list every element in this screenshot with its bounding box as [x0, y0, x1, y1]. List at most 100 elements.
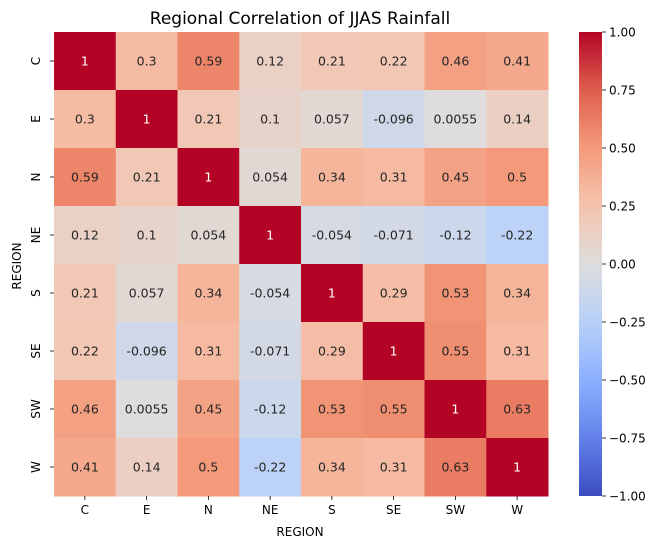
heatmap-cell [486, 206, 549, 265]
heatmap-cell [424, 32, 487, 91]
colorbar-tick-label: −1.00 [609, 490, 646, 504]
heatmap-cell [115, 380, 178, 439]
heatmap-cells: 1 0.3 0.59 0.12 0.21 0.22 0.46 0.410.3 1 0.21 0.1 0… [54, 32, 549, 497]
y-axis-label: REGION [10, 242, 24, 289]
cell-value-label: 0.5 [507, 170, 527, 185]
heatmap-cell [486, 148, 549, 207]
colorbar-tick-label: −0.25 [609, 316, 646, 330]
heatmap-cell [115, 264, 178, 323]
y-tick-label: SW [29, 399, 43, 419]
cell-value-label: 1 [451, 402, 459, 417]
x-axis-label: REGION [276, 525, 323, 539]
cell-value-label: 0.34 [194, 286, 222, 301]
cell-value-label: 0.21 [318, 54, 346, 69]
heatmap-cell [486, 438, 549, 497]
cell-value-label: 0.31 [194, 344, 222, 359]
heatmap-cell [301, 264, 364, 323]
heatmap-cell [486, 380, 549, 439]
x-axis-ticks: C E N NE S SE SW W [81, 496, 523, 517]
cell-value-label: -0.096 [126, 344, 166, 359]
heatmap-cell [362, 264, 425, 323]
heatmap-cell [486, 322, 549, 381]
y-tick-label: C [29, 57, 43, 65]
heatmap-cell [301, 32, 364, 91]
colorbar-tick-label: −0.50 [609, 374, 646, 388]
heatmap-cell [486, 32, 549, 91]
cell-value-label: 1 [328, 286, 336, 301]
heatmap-cell [115, 32, 178, 91]
cell-value-label: 0.12 [71, 228, 99, 243]
cell-value-label: 1 [390, 344, 398, 359]
cell-value-label: -0.22 [501, 228, 533, 243]
heatmap-cell [301, 380, 364, 439]
cell-value-label: 0.22 [380, 54, 408, 69]
heatmap-cell [239, 322, 302, 381]
cell-value-label: 0.057 [129, 286, 165, 301]
cell-value-label: 0.14 [503, 112, 531, 127]
cell-value-label: 0.3 [75, 112, 95, 127]
cell-value-label: -0.22 [254, 460, 286, 475]
cell-value-label: 0.054 [252, 170, 288, 185]
cell-value-label: 0.59 [71, 170, 99, 185]
cell-value-label: 0.0055 [434, 112, 478, 127]
heatmap-cell [239, 148, 302, 207]
y-tick-label: S [29, 289, 43, 297]
cell-value-label: -0.096 [373, 112, 413, 127]
heatmap-cell [239, 206, 302, 265]
heatmap-cell [362, 90, 425, 149]
cell-value-label: 0.46 [71, 402, 99, 417]
cell-value-label: 0.12 [256, 54, 284, 69]
y-tick-label: SE [29, 343, 43, 358]
heatmap-cell [424, 438, 487, 497]
cell-value-label: -0.071 [250, 344, 290, 359]
colorbar-tick-label: 0.75 [609, 84, 636, 98]
colorbar-gradient [579, 32, 602, 496]
heatmap-cell [424, 148, 487, 207]
heatmap-cell [177, 380, 240, 439]
heatmap-cell [115, 322, 178, 381]
cell-value-label: 1 [513, 460, 521, 475]
heatmap-cell [301, 322, 364, 381]
heatmap-cell [301, 438, 364, 497]
x-tick-label: E [143, 503, 151, 517]
heatmap-cell [54, 148, 117, 207]
cell-value-label: 0.31 [380, 170, 408, 185]
cell-value-label: 1 [204, 170, 212, 185]
heatmap-cell [177, 322, 240, 381]
cell-value-label: 0.63 [441, 460, 469, 475]
heatmap-cell [177, 90, 240, 149]
cell-value-label: 0.41 [71, 460, 99, 475]
y-tick-label: E [29, 115, 43, 123]
x-tick-label: C [81, 503, 89, 517]
cell-value-label: 0.31 [380, 460, 408, 475]
colorbar-tick-label: 1.00 [609, 26, 636, 40]
heatmap-cell [362, 438, 425, 497]
cell-value-label: 0.3 [137, 54, 157, 69]
heatmap-cell [54, 90, 117, 149]
cell-value-label: 0.34 [318, 170, 346, 185]
heatmap-cell [239, 32, 302, 91]
colorbar-tick-label: 0.25 [609, 200, 636, 214]
chart-title: Regional Correlation of JJAS Rainfall [150, 9, 450, 29]
heatmap-cell [424, 380, 487, 439]
heatmap-cell [115, 438, 178, 497]
heatmap-cell [177, 206, 240, 265]
heatmap-cell [301, 90, 364, 149]
cell-value-label: -0.054 [312, 228, 352, 243]
cell-value-label: 1 [266, 228, 274, 243]
heatmap-cell [424, 264, 487, 323]
heatmap-cell [115, 90, 178, 149]
x-tick-label: N [204, 503, 213, 517]
x-tick-label: SW [446, 503, 466, 517]
cell-value-label: 0.45 [194, 402, 222, 417]
cell-value-label: 0.21 [194, 112, 222, 127]
heatmap-cell [362, 32, 425, 91]
cell-value-label: 0.1 [137, 228, 157, 243]
heatmap-cell [239, 90, 302, 149]
cell-value-label: 0.1 [260, 112, 280, 127]
colorbar-tick-label: −0.75 [609, 432, 646, 446]
heatmap-cell [486, 90, 549, 149]
cell-value-label: 1 [143, 112, 151, 127]
heatmap-cell [54, 380, 117, 439]
cell-value-label: 0.34 [503, 286, 531, 301]
